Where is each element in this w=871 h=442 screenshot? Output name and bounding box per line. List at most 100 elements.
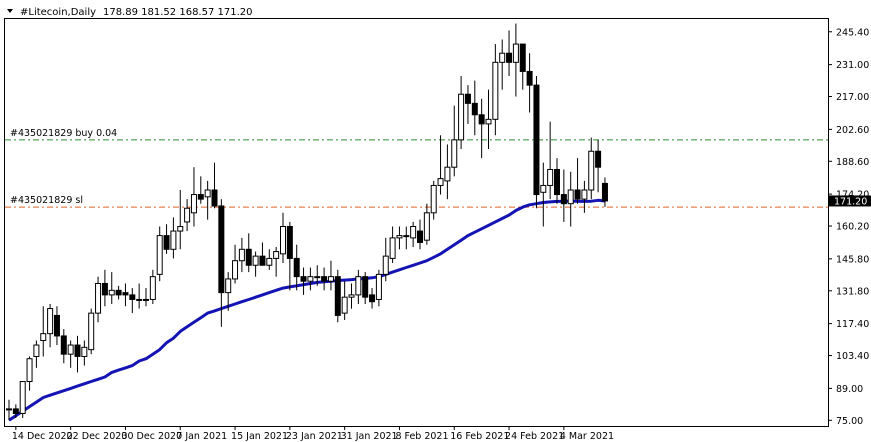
price-axis: 245.40 231.00 217.00 202.60 188.60 174.20 160.… [828,27,869,427]
candle-body [321,276,328,282]
candle [334,269,341,323]
candle [101,269,108,307]
price-tick-label: 174.20 [836,190,869,201]
candle-body [595,150,602,168]
candle-body [458,93,465,141]
candle [437,135,444,195]
moving-average-line [8,198,606,422]
candle-body [506,52,513,63]
candle-body [567,189,574,205]
candle [286,221,293,291]
candle [218,199,225,327]
order-line-label: #435021829 sl [10,195,83,206]
dropdown-triangle-icon[interactable] [7,9,13,13]
candle [136,283,143,309]
candle [382,237,389,282]
candle-body [375,273,382,300]
candle [293,244,300,291]
candle [149,269,156,305]
price-tick-label: 103.40 [836,351,869,362]
candle [300,267,307,295]
candle-body [204,189,211,198]
candle-body [293,257,300,278]
candle-body [60,335,67,355]
candle-body [410,225,417,239]
candle-body [485,118,492,125]
time-tick-label: 24 Feb 2021 [505,431,564,442]
candle [471,80,478,136]
candle [499,39,506,90]
candle [396,226,403,250]
candle-body [519,43,526,72]
candle-body [540,184,547,193]
candle-body [273,251,280,259]
candle-body [6,408,12,411]
candle-body [218,205,225,294]
candle [184,199,191,232]
candle [451,105,458,177]
candle-body [601,182,608,202]
candle [464,85,471,124]
price-tick-label: 188.60 [836,157,869,168]
candle-body [177,225,184,232]
candle-body [526,70,533,86]
time-tick-label: 4 Mar 2021 [560,431,614,442]
candle-body [101,282,108,296]
candle [259,242,266,266]
candle-body [108,289,115,296]
candle-body [67,344,74,355]
candle [540,162,547,227]
candle-body [499,52,506,63]
candle-body [560,194,567,205]
candle [95,276,102,323]
candle-body [464,93,471,104]
candle-body [314,276,321,279]
candle [143,288,149,307]
candle [410,221,417,248]
candle [512,23,519,97]
order-lines: #435021829 buy 0.04 #435021829 sl [5,128,828,208]
ohlc-values: 178.89 181.52 168.57 171.20 [103,7,253,18]
price-tick-label: 217.00 [836,92,869,103]
candle-body [280,225,286,255]
candle-body [40,333,47,341]
candle-body [232,260,239,280]
candle [369,288,376,309]
time-tick-label: 30 Dec 2020 [121,431,182,442]
time-tick-label: 14 Dec 2020 [12,431,73,442]
candle [567,171,574,227]
candle [245,233,252,273]
candle-body [300,276,307,282]
candle-body [53,314,60,337]
candle-body [348,294,355,298]
candle [417,219,423,250]
candle-body [149,276,156,300]
candle-body [74,344,81,357]
candle [581,180,588,213]
candle-body [19,381,26,414]
candle [389,226,396,263]
candle [53,306,60,346]
candle-body [437,178,444,186]
candle-body [382,255,389,275]
candle [423,203,430,245]
candle [355,269,362,305]
candle [122,283,129,307]
candle [444,144,451,200]
time-tick-label: 7 Jan 2021 [176,431,227,442]
candle [506,30,513,77]
candle [170,217,177,259]
price-tick-label: 75.00 [836,416,863,427]
candle-body [26,358,33,383]
price-tick-label: 202.60 [836,125,869,136]
candle-body [184,207,191,223]
current-price-label: 171.20 [834,196,867,207]
candle-body [307,276,314,282]
candle [533,76,540,209]
candle-body [129,294,136,300]
candle-body [512,43,519,63]
candle [47,304,54,348]
candle-body [430,184,437,214]
candle [6,399,12,421]
